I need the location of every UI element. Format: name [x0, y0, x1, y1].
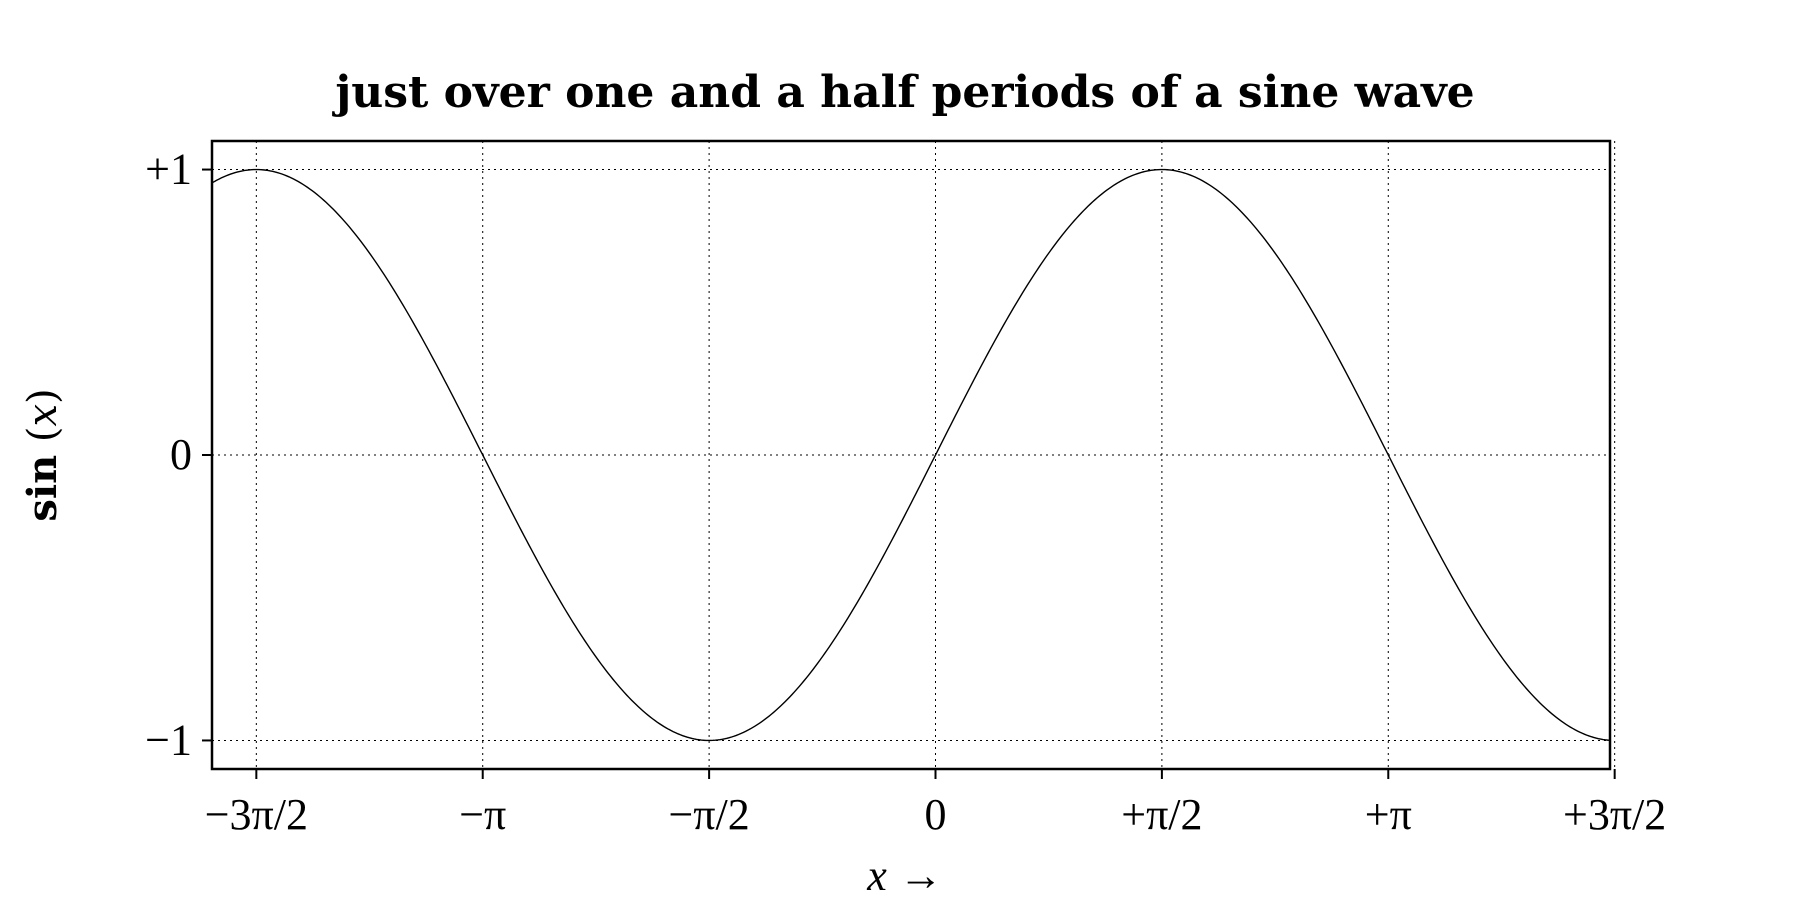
x-tick-label: +3π/2	[1563, 790, 1666, 839]
y-tick-label: −1	[145, 715, 192, 764]
x-axis-variable: x	[866, 851, 887, 900]
x-tick-label: +π/2	[1121, 790, 1202, 839]
sine-curve	[211, 168, 1611, 742]
axis-ticks: −3π/2 −π −π/2 0 +π/2 +π +3π/2 +1 0 −1	[145, 145, 1666, 839]
grid-lines	[212, 141, 1616, 769]
y-tick-label: +1	[145, 145, 192, 194]
y-axis-label: sin (x)	[19, 388, 66, 521]
x-axis-label: x →	[866, 851, 943, 900]
x-tick-label: −3π/2	[205, 790, 308, 839]
x-tick-label: −π	[459, 790, 506, 839]
plot-area	[211, 168, 1611, 742]
chart-title: just over one and a half periods of a si…	[331, 67, 1474, 118]
y-axis-function: sin	[19, 455, 66, 522]
y-axis-variable: x	[20, 404, 66, 427]
x-tick-label: +π	[1365, 790, 1412, 839]
x-axis-arrow: →	[899, 851, 943, 900]
y-tick-label: 0	[170, 430, 192, 479]
x-tick-label: 0	[925, 790, 947, 839]
x-tick-label: −π/2	[668, 790, 749, 839]
